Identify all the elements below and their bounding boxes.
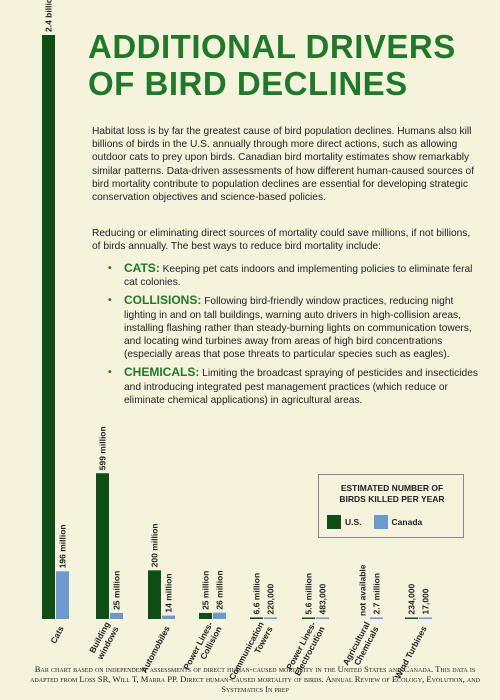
value-label-us-cats: 2.4 billion <box>44 0 54 32</box>
bars-group <box>42 35 432 619</box>
value-label-canada-power-lines-electrocution: 483,000 <box>318 584 328 615</box>
bullet-icon: • <box>108 367 112 379</box>
bar-us-communication-towers <box>250 617 263 619</box>
chart-legend: ESTIMATED NUMBER OF BIRDS KILLED PER YEA… <box>318 474 464 538</box>
legend-item-canada: Canada <box>373 515 423 529</box>
value-label-canada-agricultural-chemicals: 2.7 million <box>372 573 382 615</box>
chart-caption: Bar chart based on independent assessmen… <box>30 664 480 694</box>
value-label-us-communication-towers: 6.6 million <box>252 573 262 615</box>
legend-row: U.S. Canada <box>327 515 457 529</box>
value-label-canada-wind-turbines: 17,000 <box>421 588 431 614</box>
legend-title: ESTIMATED NUMBER OF BIRDS KILLED PER YEA… <box>339 483 445 504</box>
legend-label-canada: Canada <box>391 517 423 527</box>
value-label-us-automobiles: 200 million <box>150 523 160 567</box>
page-title: ADDITIONAL DRIVERS OF BIRD DECLINES <box>88 28 456 102</box>
bar-us-automobiles <box>148 570 161 619</box>
bar-us-power-lines-electrocution <box>302 617 315 619</box>
value-label-canada-cats: 196 million <box>58 524 68 568</box>
value-label-canada-communication-towers: 220,000 <box>266 584 276 615</box>
recommendation-item-chemicals: • CHEMICALS: Limiting the broadcast spra… <box>108 366 478 407</box>
category-label-cats: Cats <box>48 624 66 645</box>
bar-canada-power-lines-electrocution <box>316 617 329 619</box>
legend-swatch-canada <box>373 515 388 529</box>
legend-label-us: U.S. <box>345 517 362 527</box>
value-label-us-wind-turbines: 234,000 <box>407 584 417 615</box>
bullet-icon: • <box>108 295 112 307</box>
value-label-us-power-lines-electrocution: 5.6 million <box>304 573 314 615</box>
value-label-canada-power-lines-collision: 26 million <box>215 570 225 609</box>
bar-canada-cats <box>56 571 69 619</box>
bar-canada-power-lines-collision <box>213 612 226 619</box>
lead-paragraph: Reducing or eliminating direct sources o… <box>92 228 471 253</box>
bar-canada-wind-turbines <box>419 617 432 619</box>
recommendation-text: Following bird-friendly window practices… <box>124 296 472 361</box>
intro-paragraph: Habitat loss is by far the greatest caus… <box>92 126 475 204</box>
value-label-us-building-windows: 599 million <box>98 426 108 470</box>
category-label-building-windows: Buildingwindows <box>86 620 121 662</box>
recommendations-list: • CATS: Keeping pet cats indoors and imp… <box>108 261 478 412</box>
legend-swatch-us <box>327 515 341 529</box>
value-label-us-power-lines-collision: 25 million <box>201 571 211 610</box>
recommendation-item-cats: • CATS: Keeping pet cats indoors and imp… <box>108 261 478 289</box>
recommendation-heading: COLLISIONS: <box>124 293 202 308</box>
value-label-canada-automobiles: 14 million <box>164 573 174 612</box>
recommendation-item-collisions: • COLLISIONS: Following bird-friendly wi… <box>108 294 478 361</box>
legend-item-us: U.S. <box>327 515 362 529</box>
bar-value-labels: 2.4 billion 196 million 599 million 25 mill… <box>44 0 431 616</box>
bar-canada-automobiles <box>162 615 175 619</box>
recommendation-text: Keeping pet cats indoors and implementin… <box>124 264 473 289</box>
bar-us-wind-turbines <box>405 617 418 619</box>
recommendation-heading: CHEMICALS: <box>124 365 200 380</box>
bar-canada-communication-towers <box>264 617 277 619</box>
value-label-canada-building-windows: 25 million <box>112 571 122 610</box>
bar-canada-agricultural-chemicals <box>370 617 383 619</box>
recommendation-text: Limiting the broadcast spraying of pesti… <box>124 368 478 406</box>
bar-canada-building-windows <box>110 612 123 619</box>
bar-us-building-windows <box>96 473 109 619</box>
recommendation-heading: CATS: <box>124 261 160 275</box>
bullet-icon: • <box>108 263 112 274</box>
bar-us-power-lines-collision <box>199 612 212 619</box>
value-label-us-agricultural-chemicals: not available <box>358 564 368 616</box>
bar-us-cats <box>42 35 55 619</box>
